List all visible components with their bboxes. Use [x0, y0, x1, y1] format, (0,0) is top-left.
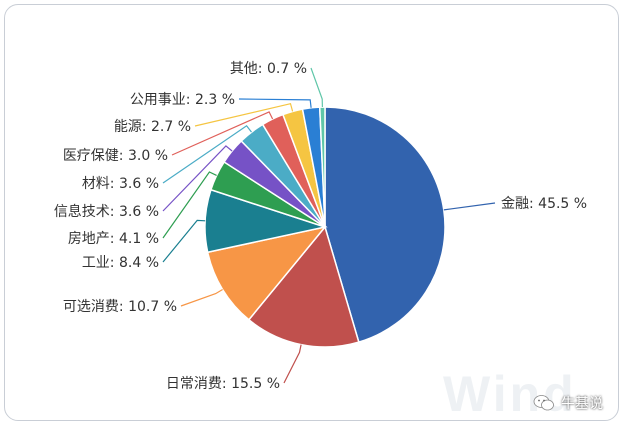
chart-frame: Wind 金融: 45.5 % 日常消费: 15.5 % 可选消费: 10.7 % 工… [4, 4, 619, 421]
wechat-icon [533, 395, 554, 411]
slice-label-10: 公用事业: 2.3 % [130, 92, 235, 108]
pie-slices [204, 106, 446, 348]
credit-text: 牛基说 [561, 396, 603, 412]
leader-line-11 [310, 67, 323, 108]
leader-line-8 [171, 111, 274, 156]
leader-line-4 [162, 219, 206, 263]
slice-label-2: 日常消费: 15.5 % [166, 376, 280, 392]
slice-11 [318, 106, 326, 228]
leader-line-3 [180, 288, 223, 307]
slice-label-11: 其他: 0.7 % [230, 61, 307, 77]
slice-2 [247, 225, 360, 348]
slice-1 [324, 106, 446, 344]
leader-line-2 [283, 344, 302, 384]
leader-line-6 [162, 145, 233, 212]
slice-label-9: 能源: 2.7 % [114, 119, 191, 135]
slice-label-6: 信息技术: 3.6 % [54, 203, 159, 220]
slice-3 [206, 225, 327, 321]
pie-chart: Wind 金融: 45.5 % 日常消费: 15.5 % 可选消费: 10.7 % 工… [54, 61, 587, 420]
leader-lines [162, 67, 496, 384]
leader-line-5 [162, 171, 217, 239]
slice-label-3: 可选消费: 10.7 % [63, 299, 177, 315]
leader-line-9 [194, 102, 294, 127]
credit: 牛基说 [533, 391, 603, 415]
slice-labels: 金融: 45.5 % 日常消费: 15.5 % 可选消费: 10.7 % 工业: 8.… [54, 61, 587, 392]
slice-label-5: 房地产: 4.1 % [68, 231, 159, 247]
leader-line-10 [238, 98, 312, 108]
slice-label-4: 工业: 8.4 % [82, 255, 159, 271]
leader-line-1 [443, 202, 496, 211]
leader-line-7 [162, 124, 252, 184]
slice-label-7: 材料: 3.6 % [82, 176, 159, 192]
slice-label-8: 医疗保健: 3.0 % [63, 148, 168, 164]
slice-label-1: 金融: 45.5 % [501, 196, 587, 212]
wind-watermark: Wind [443, 366, 577, 420]
